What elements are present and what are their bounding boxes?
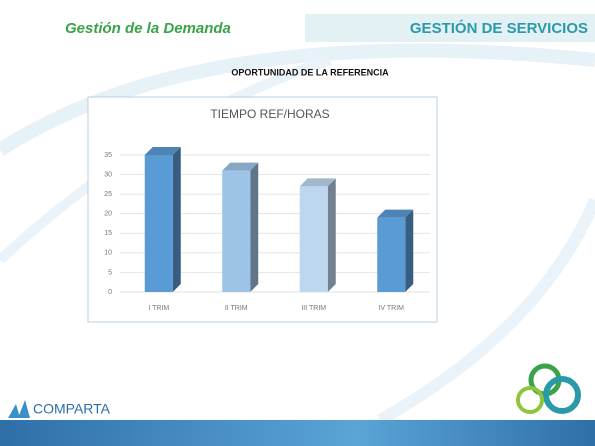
heading: OPORTUNIDAD DE LA REFERENCIA bbox=[231, 67, 389, 77]
bar bbox=[222, 170, 251, 292]
swoosh bbox=[0, 43, 595, 156]
logo-icon bbox=[8, 400, 30, 418]
plot: 0 5 10 15 20 25 30 35 I TRIM II TRIM III TRIM IV TR… bbox=[104, 147, 430, 312]
y-tick-label: 35 bbox=[104, 152, 112, 159]
header-left: Gestión de la Demanda bbox=[65, 20, 231, 37]
footer-band bbox=[0, 420, 595, 446]
y-tick-label: 0 bbox=[108, 289, 112, 296]
x-tick-label: I TRIM bbox=[148, 305, 169, 312]
x-tick-label: IV TRIM bbox=[378, 305, 404, 312]
y-tick-label: 25 bbox=[104, 191, 112, 198]
logo-text: COMPARTA bbox=[33, 401, 111, 417]
bar-side bbox=[250, 162, 259, 292]
x-tick-label: III TRIM bbox=[301, 305, 326, 312]
bar-top bbox=[299, 178, 336, 187]
bar-side bbox=[327, 178, 336, 292]
y-tick-label: 30 bbox=[104, 171, 112, 178]
logo-circle bbox=[543, 376, 581, 414]
y-tick-label: 20 bbox=[104, 211, 112, 218]
bar bbox=[144, 155, 173, 292]
bar-side bbox=[405, 209, 414, 292]
y-tick-label: 5 bbox=[108, 269, 112, 276]
bar bbox=[377, 217, 406, 292]
logo-circle bbox=[516, 386, 544, 414]
chart-title: TIEMPO REF/HORAS bbox=[210, 107, 329, 121]
header-box bbox=[305, 14, 595, 42]
bar-top bbox=[377, 209, 414, 218]
bar-top bbox=[144, 147, 181, 155]
swoosh bbox=[377, 197, 595, 426]
header-right: GESTIÓN DE SERVICIOS bbox=[410, 19, 588, 37]
x-tick-label: II TRIM bbox=[225, 305, 248, 312]
bar-side bbox=[172, 147, 181, 292]
bar bbox=[299, 186, 328, 292]
bar-top bbox=[222, 162, 259, 171]
y-tick-label: 15 bbox=[104, 230, 112, 237]
y-tick-label: 10 bbox=[104, 250, 112, 257]
